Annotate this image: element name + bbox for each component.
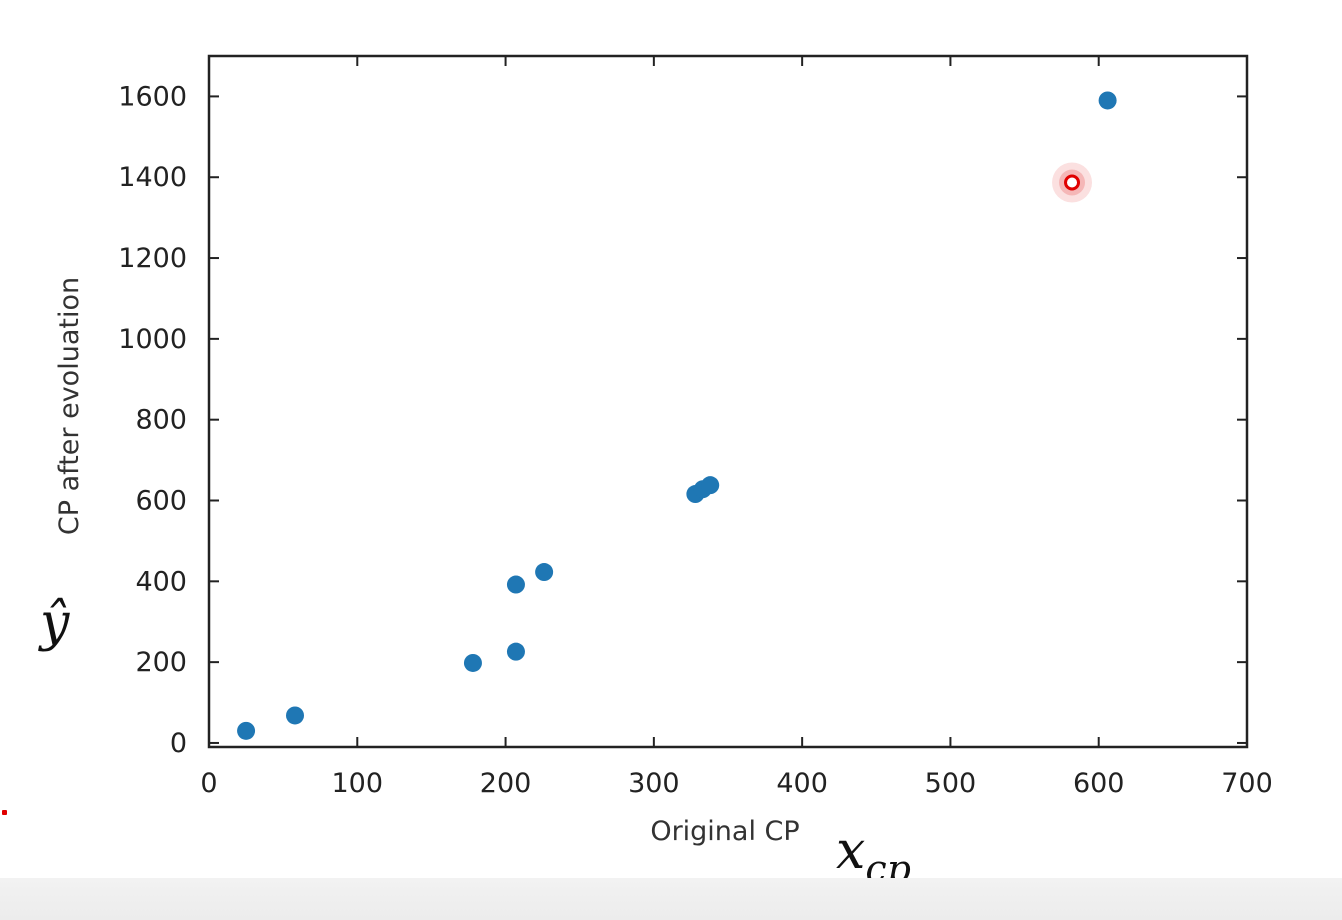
data-points bbox=[237, 91, 1117, 740]
y-tick-label: 1400 bbox=[118, 162, 187, 193]
tick-labels: 0 100 200 300 400 500 600 700 0 200 400 600 800 1000 1… bbox=[118, 81, 1272, 799]
x-tick-label: 0 bbox=[200, 768, 217, 799]
red-marker-dot bbox=[2, 810, 7, 815]
data-point bbox=[237, 721, 256, 740]
x-tick-label: 100 bbox=[332, 768, 384, 799]
plot-area: 0 100 200 300 400 500 600 700 0 200 400 600 800 1000 1… bbox=[118, 54, 1273, 799]
highlight-point bbox=[1064, 174, 1081, 191]
x-symbol-base: x bbox=[836, 821, 865, 881]
x-axis-label: Original CP bbox=[650, 816, 799, 847]
x-tick-label: 500 bbox=[925, 768, 977, 799]
y-tick-label: 1000 bbox=[118, 324, 187, 355]
y-tick-label: 800 bbox=[135, 405, 187, 436]
data-point bbox=[463, 653, 482, 672]
data-point bbox=[1098, 91, 1117, 110]
y-axis-label: CP after evoluation bbox=[54, 277, 85, 535]
x-tick-label: 200 bbox=[480, 768, 532, 799]
y-tick-label: 0 bbox=[170, 728, 187, 759]
highlighted-point bbox=[1052, 162, 1093, 203]
y-tick-label: 600 bbox=[135, 486, 187, 517]
y-hat-symbol: ŷ bbox=[38, 593, 70, 653]
data-point bbox=[535, 563, 554, 582]
data-point bbox=[701, 476, 720, 495]
tick-marks bbox=[208, 56, 1248, 747]
x-tick-label: 300 bbox=[628, 768, 680, 799]
y-tick-label: 200 bbox=[135, 647, 187, 678]
y-tick-label: 400 bbox=[135, 566, 187, 597]
data-point bbox=[286, 706, 305, 725]
x-tick-label: 700 bbox=[1221, 768, 1273, 799]
x-tick-label: 400 bbox=[776, 768, 828, 799]
data-point bbox=[506, 575, 525, 594]
bottom-band bbox=[0, 878, 1342, 920]
x-tick-label: 600 bbox=[1073, 768, 1125, 799]
y-tick-label: 1200 bbox=[118, 243, 187, 274]
y-tick-label: 1600 bbox=[118, 81, 187, 112]
axes-frame bbox=[207, 54, 1249, 749]
data-point bbox=[506, 642, 525, 661]
